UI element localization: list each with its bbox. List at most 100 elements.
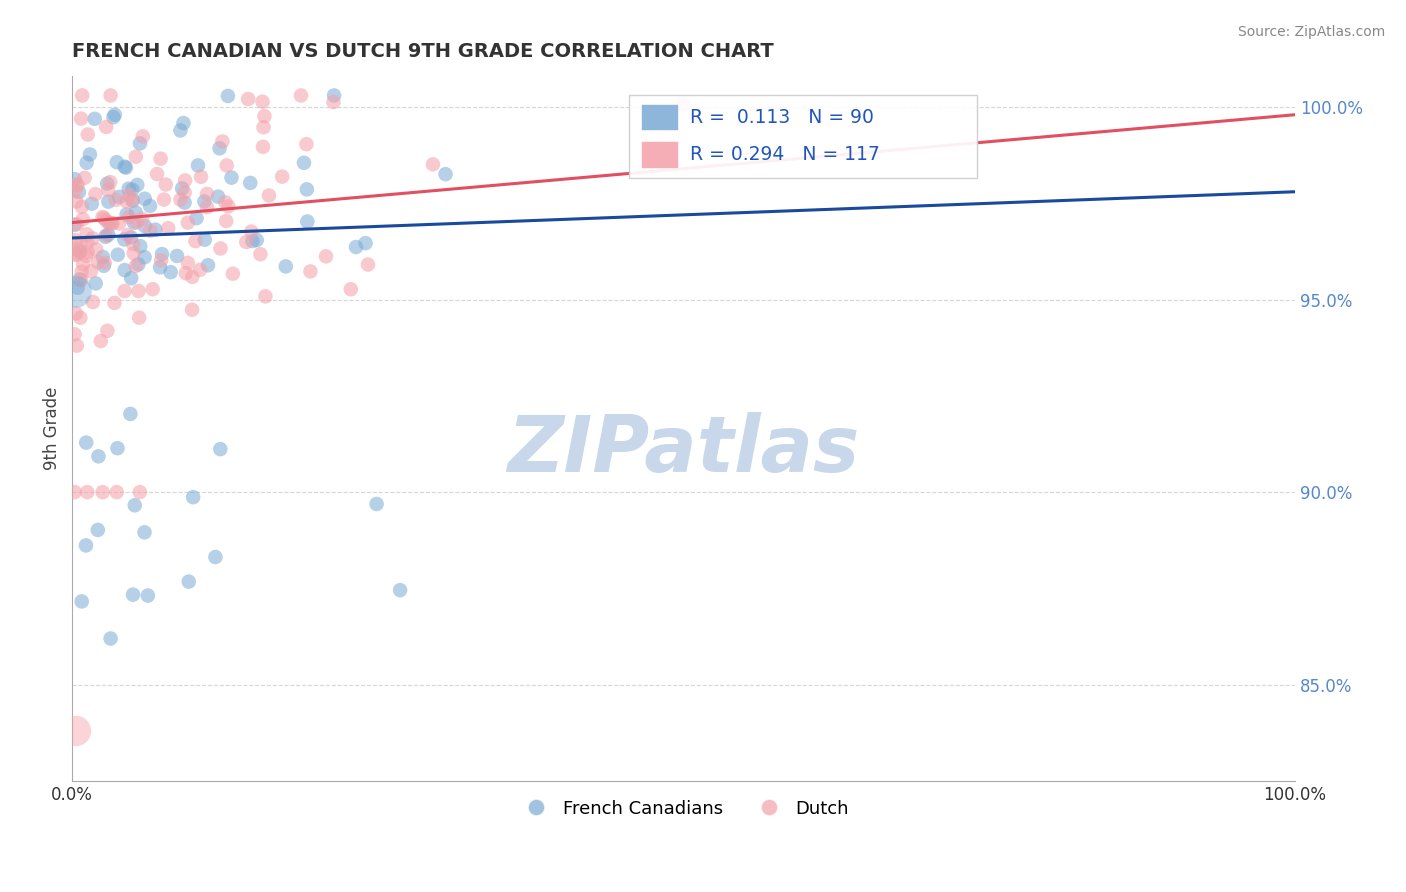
Point xyxy=(166,249,188,263)
Point xyxy=(63,172,86,186)
Point xyxy=(194,233,217,247)
Point xyxy=(70,88,93,103)
Point xyxy=(150,253,173,268)
Point xyxy=(172,116,194,130)
Point xyxy=(76,485,98,500)
Point xyxy=(121,194,143,208)
Point xyxy=(76,155,98,169)
Point xyxy=(236,92,259,106)
Point xyxy=(98,175,121,189)
Point xyxy=(66,339,89,353)
Point xyxy=(222,267,245,281)
Point xyxy=(128,284,150,298)
Point xyxy=(70,273,93,287)
Point xyxy=(299,264,322,278)
Point xyxy=(186,211,208,226)
Point xyxy=(67,185,90,199)
Point xyxy=(249,247,271,261)
Point xyxy=(295,137,318,152)
Point xyxy=(96,120,118,134)
Point xyxy=(65,248,87,262)
Point xyxy=(101,216,124,230)
FancyBboxPatch shape xyxy=(641,141,678,168)
Point xyxy=(108,190,131,204)
FancyBboxPatch shape xyxy=(641,103,678,130)
Point xyxy=(120,230,142,244)
Point xyxy=(122,236,145,251)
Text: FRENCH CANADIAN VS DUTCH 9TH GRADE CORRELATION CHART: FRENCH CANADIAN VS DUTCH 9TH GRADE CORRE… xyxy=(72,42,773,61)
Point xyxy=(197,258,219,272)
Point xyxy=(79,147,101,161)
Point xyxy=(93,256,115,270)
Point xyxy=(149,152,172,166)
Point xyxy=(65,723,87,738)
Point xyxy=(112,232,135,246)
Point xyxy=(65,285,87,299)
Text: R = 0.294   N = 117: R = 0.294 N = 117 xyxy=(690,145,880,164)
Point xyxy=(118,187,141,202)
Point xyxy=(174,173,197,187)
Point xyxy=(66,281,89,295)
Point xyxy=(65,233,87,247)
Point xyxy=(195,200,218,214)
Point xyxy=(69,236,91,251)
Point xyxy=(134,219,156,234)
Point xyxy=(103,296,125,310)
Point xyxy=(93,211,115,226)
Point xyxy=(91,250,114,264)
Point xyxy=(104,108,127,122)
Point xyxy=(115,207,138,221)
Point xyxy=(127,257,149,271)
Point xyxy=(94,230,117,244)
Point xyxy=(91,485,114,500)
Point xyxy=(100,88,122,103)
Point xyxy=(63,218,86,232)
Point xyxy=(193,194,215,209)
Point xyxy=(117,227,139,242)
Point xyxy=(75,435,97,450)
Point xyxy=(122,246,145,260)
Point xyxy=(252,95,274,109)
Point xyxy=(188,262,211,277)
Point xyxy=(105,485,128,500)
Point xyxy=(97,194,120,209)
Point xyxy=(76,227,98,241)
Point xyxy=(190,169,212,184)
Point xyxy=(295,182,318,196)
Point xyxy=(115,161,138,175)
Point xyxy=(65,247,87,261)
Point xyxy=(134,192,156,206)
Point xyxy=(254,289,277,303)
Legend: French Canadians, Dutch: French Canadians, Dutch xyxy=(510,792,856,825)
Text: Source: ZipAtlas.com: Source: ZipAtlas.com xyxy=(1237,25,1385,39)
Point xyxy=(181,302,204,317)
Point xyxy=(70,594,93,608)
Point xyxy=(157,221,180,235)
Point xyxy=(153,193,176,207)
Point xyxy=(70,200,93,214)
Point xyxy=(146,167,169,181)
Point xyxy=(177,256,200,270)
Point xyxy=(155,178,177,192)
Point xyxy=(221,170,243,185)
Point xyxy=(339,282,361,296)
Point xyxy=(344,240,367,254)
Point xyxy=(132,129,155,144)
Point xyxy=(315,249,337,263)
Point xyxy=(84,187,107,202)
Point xyxy=(134,525,156,540)
Point xyxy=(169,193,191,207)
Point xyxy=(70,112,93,126)
Point xyxy=(125,150,148,164)
Point xyxy=(323,88,346,103)
Point xyxy=(136,589,159,603)
Point xyxy=(204,549,226,564)
Point xyxy=(63,327,86,342)
Point xyxy=(66,242,89,256)
Point xyxy=(150,247,173,261)
Point xyxy=(82,295,104,310)
Point xyxy=(72,212,94,227)
Point xyxy=(274,260,297,274)
Point xyxy=(122,215,145,229)
Point xyxy=(76,235,98,250)
